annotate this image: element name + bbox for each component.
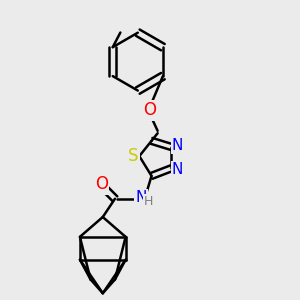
Text: N: N bbox=[172, 162, 183, 177]
Text: O: O bbox=[95, 176, 108, 194]
Text: S: S bbox=[128, 147, 139, 165]
Text: N: N bbox=[135, 190, 146, 205]
Text: N: N bbox=[172, 138, 183, 153]
Text: O: O bbox=[143, 101, 157, 119]
Text: H: H bbox=[144, 195, 153, 208]
